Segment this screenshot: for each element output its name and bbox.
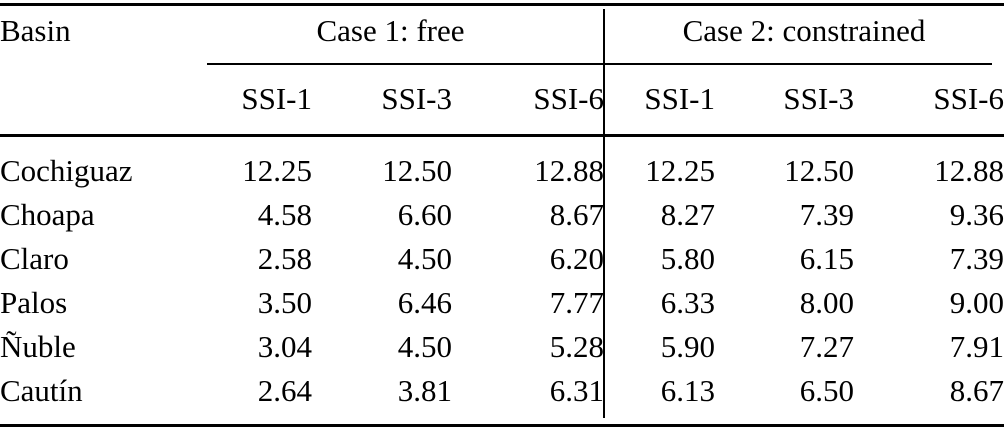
- value-cell: 4.58: [257, 197, 312, 232]
- value-cell: 8.00: [799, 285, 855, 320]
- value-cell: 12.88: [934, 153, 1004, 188]
- value-cell: 8.67: [949, 373, 1004, 408]
- value-cell: 8.27: [660, 197, 716, 232]
- value-cell: 4.50: [397, 241, 452, 276]
- value-cell: 6.20: [549, 241, 605, 276]
- case2-group-header: Case 2: constrained: [682, 13, 926, 48]
- value-cell: 7.39: [799, 197, 855, 232]
- ssi-results-table: Basin Case 1: free Case 2: constrained S…: [0, 0, 1004, 413]
- table-row: Palos 3.50 6.46 7.77 6.33 8.00 9.00: [0, 281, 1004, 325]
- value-cell: 12.50: [382, 153, 452, 188]
- case1-ssi6-header: SSI-6: [533, 81, 605, 116]
- value-cell: 12.25: [645, 153, 716, 188]
- value-cell: 12.25: [242, 153, 312, 188]
- value-cell: 2.64: [257, 373, 312, 408]
- basin-name-cell: Palos: [0, 285, 68, 320]
- value-cell: 9.36: [949, 197, 1004, 232]
- case2-ssi1-header: SSI-1: [644, 81, 716, 116]
- case1-group-header: Case 1: free: [316, 13, 465, 48]
- value-cell: 5.28: [549, 329, 605, 364]
- value-cell: 7.39: [949, 241, 1004, 276]
- basin-name-cell: Cochiguaz: [0, 153, 133, 188]
- value-cell: 9.00: [949, 285, 1004, 320]
- sub-header-row: SSI-1 SSI-3 SSI-6 SSI-1 SSI-3 SSI-6: [0, 62, 1004, 136]
- value-cell: 5.80: [660, 241, 716, 276]
- header-separator-rule: [0, 134, 1004, 137]
- bottom-rule: [0, 424, 1004, 427]
- value-cell: 6.46: [397, 285, 452, 320]
- value-cell: 12.50: [784, 153, 855, 188]
- value-cell: 3.81: [397, 373, 452, 408]
- value-cell: 7.27: [799, 329, 855, 364]
- case1-ssi1-header: SSI-1: [241, 81, 312, 116]
- value-cell: 6.15: [799, 241, 855, 276]
- value-cell: 6.33: [660, 285, 716, 320]
- case-groups-mid-rule: [207, 63, 992, 65]
- value-cell: 12.88: [534, 153, 605, 188]
- group-header-row: Basin Case 1: free Case 2: constrained: [0, 0, 1004, 62]
- value-cell: 8.67: [549, 197, 605, 232]
- table-row: Cochiguaz 12.25 12.50 12.88 12.25 12.50 …: [0, 136, 1004, 193]
- top-rule: [0, 3, 1004, 6]
- basin-name-cell: Ñuble: [0, 329, 76, 364]
- value-cell: 3.04: [257, 329, 312, 364]
- case1-ssi3-header: SSI-3: [381, 81, 452, 116]
- value-cell: 6.50: [799, 373, 855, 408]
- value-cell: 7.91: [949, 329, 1004, 364]
- empty-header-cell: [0, 62, 207, 136]
- table-row: Ñuble 3.04 4.50 5.28 5.90 7.27 7.91: [0, 325, 1004, 369]
- basin-name-cell: Choapa: [0, 197, 95, 232]
- case2-ssi6-header: SSI-6: [933, 81, 1004, 116]
- value-cell: 6.60: [397, 197, 452, 232]
- table-row: Cautín 2.64 3.81 6.31 6.13 6.50 8.67: [0, 369, 1004, 413]
- value-cell: 2.58: [257, 241, 312, 276]
- basin-name-cell: Cautín: [0, 373, 83, 408]
- value-cell: 6.13: [660, 373, 716, 408]
- table-row: Claro 2.58 4.50 6.20 5.80 6.15 7.39: [0, 237, 1004, 281]
- value-cell: 7.77: [549, 285, 605, 320]
- case2-ssi3-header: SSI-3: [783, 81, 855, 116]
- basin-column-header: Basin: [0, 13, 71, 48]
- case-divider-line: [603, 9, 605, 418]
- table-row: Choapa 4.58 6.60 8.67 8.27 7.39 9.36: [0, 193, 1004, 237]
- basin-name-cell: Claro: [0, 241, 69, 276]
- value-cell: 5.90: [660, 329, 716, 364]
- value-cell: 3.50: [257, 285, 312, 320]
- value-cell: 4.50: [397, 329, 452, 364]
- value-cell: 6.31: [549, 373, 605, 408]
